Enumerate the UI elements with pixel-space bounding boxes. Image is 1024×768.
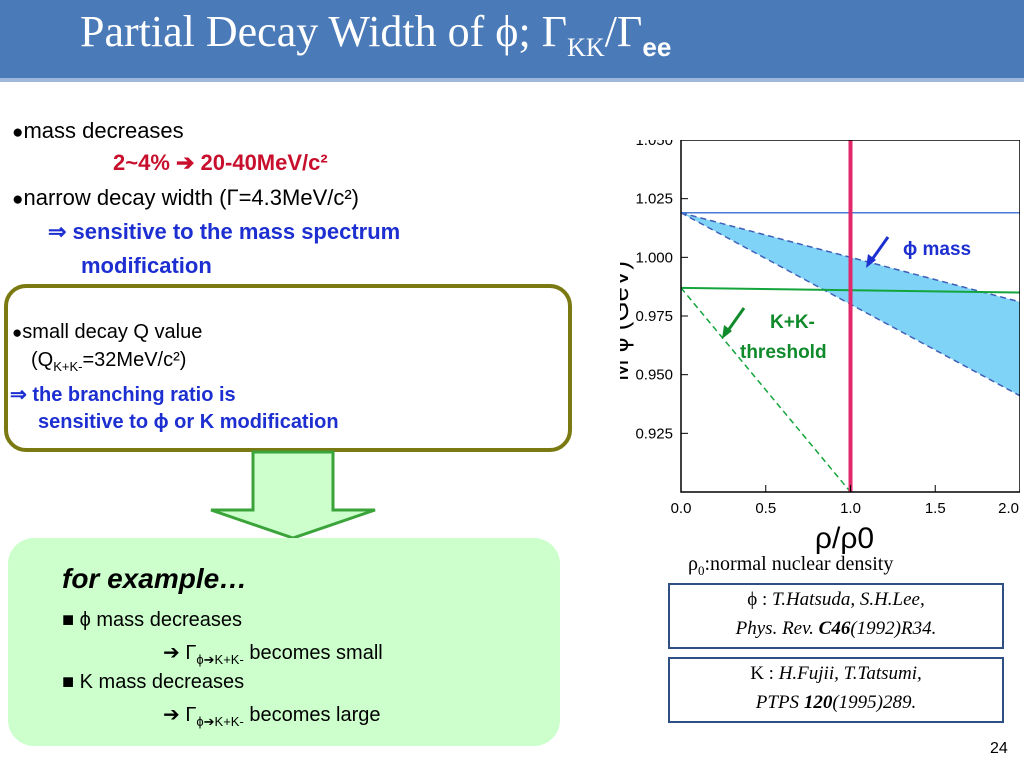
example-item2: ■ K mass decreases xyxy=(62,671,245,693)
x-tick-label: 0.0 xyxy=(671,500,692,517)
reference-k: K : H.Fujii, T.Tatsumi, PTPS 120(1995)28… xyxy=(668,657,1004,723)
x-tick-label: 2.0 xyxy=(998,500,1019,517)
kk-threshold-dashed-line xyxy=(680,287,852,493)
reference-phi: ϕ : T.Hatsuda, S.H.Lee, Phys. Rev. C46(1… xyxy=(668,583,1004,649)
phi-mass-annotation: ϕ mass xyxy=(903,239,971,260)
branching-line2: sensitive to ϕ or K modification xyxy=(38,411,339,433)
q-value-box xyxy=(4,284,572,452)
kk-annotation-line1: K+K- xyxy=(770,312,815,333)
y-tick-label: 0.925 xyxy=(635,425,673,442)
x-axis-label: ρ/ρ0 xyxy=(815,522,874,555)
page-number: 24 xyxy=(990,740,1008,757)
sensitive-text-2: modification xyxy=(81,253,212,278)
q-value-line1: ●small decay Q value xyxy=(12,321,203,343)
y-tick-label: 1.025 xyxy=(635,191,673,208)
bullet-narrow-width: ●narrow decay width (Γ=4.3MeV/c²) xyxy=(12,185,360,210)
example-item1-result: ➔ Γϕ➔K+K- becomes small xyxy=(163,642,383,667)
y-tick-label: 0.975 xyxy=(635,308,673,325)
y-axis-label: M ϕ (GeV) xyxy=(620,261,634,381)
kk-annotation-line2: threshold xyxy=(740,342,827,363)
y-tick-label: 1.050 xyxy=(635,140,673,149)
density-note: ρ0:normal nuclear density xyxy=(688,553,894,578)
x-tick-label: 1.5 xyxy=(925,500,946,517)
y-tick-label: 0.950 xyxy=(635,367,673,384)
y-tick-label: 1.000 xyxy=(635,249,673,266)
example-box xyxy=(8,538,560,746)
x-tick-label: 0.5 xyxy=(755,500,776,517)
branching-line1: ⇒ the branching ratio is xyxy=(10,384,236,406)
slide-title: Partial Decay Width of ϕ; ΓKK/Γee xyxy=(80,7,672,62)
example-heading: for example… xyxy=(62,563,248,594)
down-arrow-icon xyxy=(210,450,376,540)
q-value-line2: (QK+K-=32MeV/c²) xyxy=(31,349,187,374)
title-bar: Partial Decay Width of ϕ; ΓKK/Γee xyxy=(0,0,1024,82)
phi-mass-band xyxy=(681,212,1020,396)
mass-shift-text: 2~4% ➔ 20-40MeV/c² xyxy=(113,150,328,175)
phi-mass-arrowhead-icon xyxy=(866,254,876,268)
kk-threshold-arrow-icon xyxy=(725,307,746,333)
x-tick-label: 1.0 xyxy=(840,500,861,517)
phi-mass-chart: 1.050 1.025 1.000 0.975 0.950 0.925 0.0 0.5 1.0 1… xyxy=(620,140,1020,555)
phi-mass-arrow-icon xyxy=(869,236,890,262)
kk-threshold-arrowhead-icon xyxy=(722,325,732,339)
bullet-mass-decreases: ●mass decreases xyxy=(12,118,184,143)
example-item1: ■ ϕ mass decreases xyxy=(62,609,243,631)
example-item2-result: ➔ Γϕ➔K+K- becomes large xyxy=(163,704,381,729)
sensitive-text-1: ⇒ sensitive to the mass spectrum xyxy=(48,219,401,244)
